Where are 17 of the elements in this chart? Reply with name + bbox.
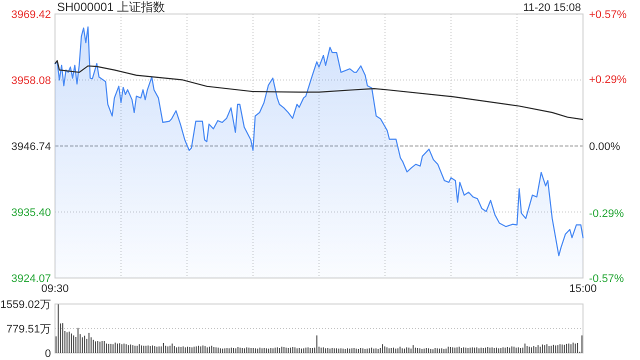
y-tick-label: 3924.07 [11,273,51,285]
x-tick-label: 09:30 [41,283,69,295]
y2-tick-label: +0.57% [589,9,627,21]
chart-title: SH000001 上证指数 [57,0,166,14]
y-tick-label: 0 [44,348,51,360]
y2-tick-label: -0.57% [589,273,624,285]
y-tick-label: 3946.74 [11,141,51,154]
y-tick-label: 3935.40 [11,207,51,220]
y-tick-label: 3969.42 [11,9,51,21]
y2-tick-label: +0.29% [589,74,627,86]
y2-tick-label: -0.29% [589,208,624,220]
y2-tick-label: 0.00% [589,141,620,153]
y-tick-label: 1559.02万 [0,299,51,311]
y-tick-label: 3958.08 [11,75,51,88]
text: 11-20 15:08 [523,2,581,14]
y-tick-label: 779.51万 [6,324,51,336]
x-tick-label: 15:00 [569,283,597,295]
